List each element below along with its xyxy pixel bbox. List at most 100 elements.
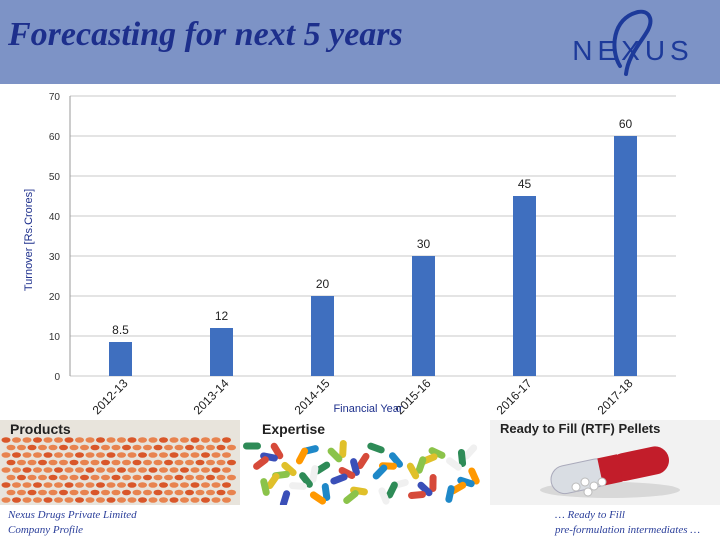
pill-shape bbox=[159, 437, 168, 443]
pill-shape bbox=[75, 497, 84, 503]
pill-shape bbox=[211, 497, 221, 503]
pill-shape bbox=[138, 452, 147, 458]
pill-shape bbox=[48, 474, 58, 481]
pill-shape bbox=[48, 444, 58, 451]
pill-shape bbox=[106, 437, 116, 443]
pill-shape bbox=[22, 452, 32, 458]
pill-shape bbox=[111, 474, 121, 481]
pill-shape bbox=[164, 444, 173, 451]
pill-shape bbox=[201, 467, 210, 473]
y-tick-label: 20 bbox=[49, 292, 61, 303]
bar-value-label: 60 bbox=[619, 117, 633, 131]
pill-shape bbox=[216, 474, 226, 481]
pill-shape bbox=[6, 444, 16, 451]
pill-shape bbox=[143, 474, 152, 481]
pill-shape bbox=[96, 497, 105, 503]
pill-shape bbox=[201, 482, 210, 488]
bar-2013-14 bbox=[210, 328, 233, 376]
pill-shape bbox=[80, 444, 89, 451]
page-title: Forecasting for next 5 years bbox=[8, 16, 403, 53]
pill-shape bbox=[216, 444, 226, 451]
capsule-shape bbox=[356, 452, 370, 470]
pill-shape bbox=[27, 474, 37, 481]
pill-shape bbox=[80, 489, 89, 496]
pill-shape bbox=[132, 489, 142, 496]
pill-shape bbox=[180, 437, 189, 443]
pill-shape bbox=[1, 497, 11, 503]
pill-shape bbox=[122, 444, 131, 451]
capsule-shape bbox=[462, 444, 478, 460]
pill-shape bbox=[54, 452, 63, 458]
pill-shape bbox=[159, 482, 168, 488]
header-bar: Forecasting for next 5 years NEXUS bbox=[0, 0, 720, 84]
rtf-panel: Ready to Fill (RTF) Pellets bbox=[490, 420, 720, 505]
capsule-shape bbox=[350, 458, 360, 476]
pill-shape bbox=[85, 482, 95, 488]
pill-shape bbox=[12, 482, 21, 488]
pill-shape bbox=[85, 452, 95, 458]
pill-shape bbox=[169, 437, 179, 443]
products-title: Products bbox=[10, 421, 71, 437]
footer-tagline: … Ready to Fill pre-formulation intermed… bbox=[555, 508, 700, 538]
capsule-shape bbox=[343, 490, 359, 504]
capsule-shape bbox=[270, 442, 284, 460]
pill-shape bbox=[195, 489, 205, 496]
pill-shape bbox=[190, 482, 200, 488]
capsule-shape bbox=[367, 442, 385, 454]
pill-shape bbox=[101, 489, 110, 496]
pill-shape bbox=[111, 489, 121, 496]
x-tick-label: 2016-17 bbox=[494, 376, 535, 417]
pill-shape bbox=[38, 459, 47, 466]
pill-shape bbox=[122, 459, 131, 466]
pill-shape bbox=[127, 482, 137, 488]
rtf-title: Ready to Fill (RTF) Pellets bbox=[500, 421, 661, 436]
pill-shape bbox=[33, 452, 42, 458]
pill-shape bbox=[43, 437, 53, 443]
pill-shape bbox=[22, 482, 32, 488]
pill-shape bbox=[227, 489, 236, 496]
pill-shape bbox=[132, 459, 142, 466]
pill-shape bbox=[22, 497, 32, 503]
pill-shape bbox=[117, 497, 126, 503]
capsule-shape bbox=[260, 478, 270, 496]
pill-shape bbox=[148, 452, 158, 458]
pill-shape bbox=[227, 459, 236, 466]
capsule-shape bbox=[289, 482, 307, 490]
expertise-title: Expertise bbox=[262, 421, 326, 437]
pill-shape bbox=[148, 497, 158, 503]
bar-2017-18 bbox=[614, 136, 637, 376]
pill-shape bbox=[132, 444, 142, 451]
pill-shape bbox=[159, 467, 168, 473]
pill-shape bbox=[148, 437, 158, 443]
pill-shape bbox=[222, 482, 231, 488]
pill-shape bbox=[33, 467, 42, 473]
pill-shape bbox=[164, 489, 173, 496]
x-axis-label: Financial Year bbox=[333, 403, 402, 415]
pill-shape bbox=[201, 452, 210, 458]
pill-shape bbox=[17, 489, 26, 496]
pill-shape bbox=[201, 437, 210, 443]
pill-shape bbox=[106, 482, 116, 488]
pill-shape bbox=[22, 467, 32, 473]
pill-shape bbox=[127, 452, 137, 458]
pill-shape bbox=[69, 459, 79, 466]
pill-shape bbox=[38, 489, 47, 496]
capsule-shape bbox=[321, 483, 331, 501]
pill-shape bbox=[33, 437, 42, 443]
pill-shape bbox=[38, 474, 47, 481]
bar-value-label: 20 bbox=[316, 277, 330, 291]
capsule-shape bbox=[408, 491, 426, 499]
pill-shape bbox=[169, 482, 179, 488]
pill-shape bbox=[54, 497, 63, 503]
pill-shape bbox=[43, 482, 53, 488]
capsule-image bbox=[490, 420, 720, 505]
pill-shape bbox=[64, 452, 74, 458]
pill-shape bbox=[27, 444, 37, 451]
pills-image bbox=[0, 420, 240, 505]
capsule-shape bbox=[378, 487, 390, 505]
pill-shape bbox=[101, 474, 110, 481]
pill-shape bbox=[111, 444, 121, 451]
x-tick-label: 2017-18 bbox=[595, 376, 636, 417]
pill-shape bbox=[12, 497, 21, 503]
pill-shape bbox=[1, 437, 11, 443]
